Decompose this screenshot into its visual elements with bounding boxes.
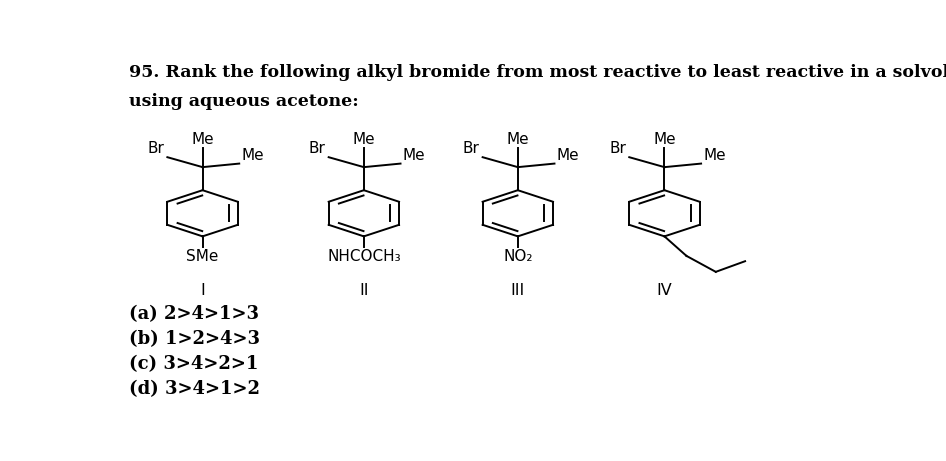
Text: Me: Me bbox=[241, 148, 264, 163]
Text: Br: Br bbox=[308, 141, 325, 156]
Text: Me: Me bbox=[703, 148, 726, 163]
Text: (b) 1>2>4>3: (b) 1>2>4>3 bbox=[130, 331, 260, 349]
Text: (d) 3>4>1>2: (d) 3>4>1>2 bbox=[130, 380, 260, 398]
Text: (c) 3>4>2>1: (c) 3>4>2>1 bbox=[130, 355, 258, 373]
Text: using aqueous acetone:: using aqueous acetone: bbox=[130, 93, 359, 110]
Text: NHCOCH₃: NHCOCH₃ bbox=[327, 249, 401, 264]
Text: II: II bbox=[359, 283, 369, 297]
Text: Br: Br bbox=[609, 141, 626, 156]
Text: Me: Me bbox=[353, 132, 376, 147]
Text: Me: Me bbox=[403, 148, 426, 163]
Text: Me: Me bbox=[506, 132, 529, 147]
Text: Me: Me bbox=[653, 132, 675, 147]
Text: 95. Rank the following alkyl bromide from most reactive to least reactive in a s: 95. Rank the following alkyl bromide fro… bbox=[130, 64, 946, 81]
Text: (a) 2>4>1>3: (a) 2>4>1>3 bbox=[130, 306, 259, 324]
Text: III: III bbox=[511, 283, 525, 297]
Text: Me: Me bbox=[556, 148, 579, 163]
Text: IV: IV bbox=[657, 283, 673, 297]
Text: SMe: SMe bbox=[186, 249, 219, 264]
Text: NO₂: NO₂ bbox=[503, 249, 533, 264]
Text: Br: Br bbox=[148, 141, 165, 156]
Text: Br: Br bbox=[463, 141, 480, 156]
Text: Me: Me bbox=[191, 132, 214, 147]
Text: I: I bbox=[201, 283, 205, 297]
